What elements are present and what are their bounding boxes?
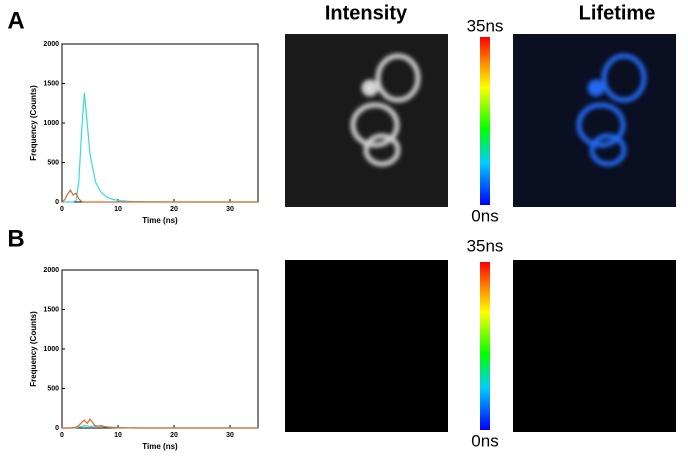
x-tick-label: 20 bbox=[170, 432, 178, 439]
colorbar-min: 0ns bbox=[471, 431, 498, 450]
lifetime-image bbox=[513, 34, 676, 207]
intensity-image bbox=[285, 34, 448, 207]
panel-label: B bbox=[7, 225, 24, 252]
column-title: Intensity bbox=[325, 2, 408, 24]
colorbar-max: 35ns bbox=[467, 16, 504, 35]
x-axis-label: Time (ns) bbox=[142, 216, 178, 225]
y-tick-label: 1000 bbox=[43, 346, 59, 353]
lifetime-image bbox=[513, 260, 676, 432]
y-tick-label: 1000 bbox=[43, 120, 59, 127]
cells bbox=[350, 53, 421, 167]
y-tick-label: 0 bbox=[55, 425, 59, 432]
y-tick-label: 1500 bbox=[43, 80, 59, 87]
y-axis-label: Frequency (Counts) bbox=[29, 311, 38, 387]
series-line bbox=[62, 92, 258, 203]
x-tick-label: 0 bbox=[60, 206, 64, 213]
colorbar bbox=[480, 37, 490, 205]
y-tick-label: 0 bbox=[55, 199, 59, 206]
x-tick-label: 10 bbox=[114, 206, 122, 213]
y-axis-label: Frequency (Counts) bbox=[29, 85, 38, 161]
colorbar-max: 35ns bbox=[467, 236, 504, 255]
x-tick-label: 0 bbox=[60, 432, 64, 439]
x-tick-label: 10 bbox=[114, 432, 122, 439]
panel-label: A bbox=[7, 7, 24, 34]
colorbar bbox=[480, 262, 490, 430]
y-tick-label: 500 bbox=[47, 159, 59, 166]
x-tick-label: 20 bbox=[170, 206, 178, 213]
intensity-image bbox=[285, 260, 448, 432]
x-axis-label: Time (ns) bbox=[142, 442, 178, 451]
plot-frame bbox=[61, 269, 259, 429]
cells bbox=[576, 53, 647, 167]
series-line bbox=[62, 418, 258, 429]
y-tick-label: 2000 bbox=[43, 267, 59, 274]
plot-frame bbox=[61, 43, 259, 203]
colorbar-min: 0ns bbox=[471, 206, 498, 225]
series-line bbox=[61, 189, 258, 203]
y-tick-label: 2000 bbox=[43, 41, 59, 48]
x-tick-label: 30 bbox=[226, 206, 234, 213]
y-tick-label: 1500 bbox=[43, 306, 59, 313]
column-title: Lifetime bbox=[579, 2, 656, 24]
x-tick-label: 30 bbox=[226, 432, 234, 439]
y-tick-label: 500 bbox=[47, 385, 59, 392]
